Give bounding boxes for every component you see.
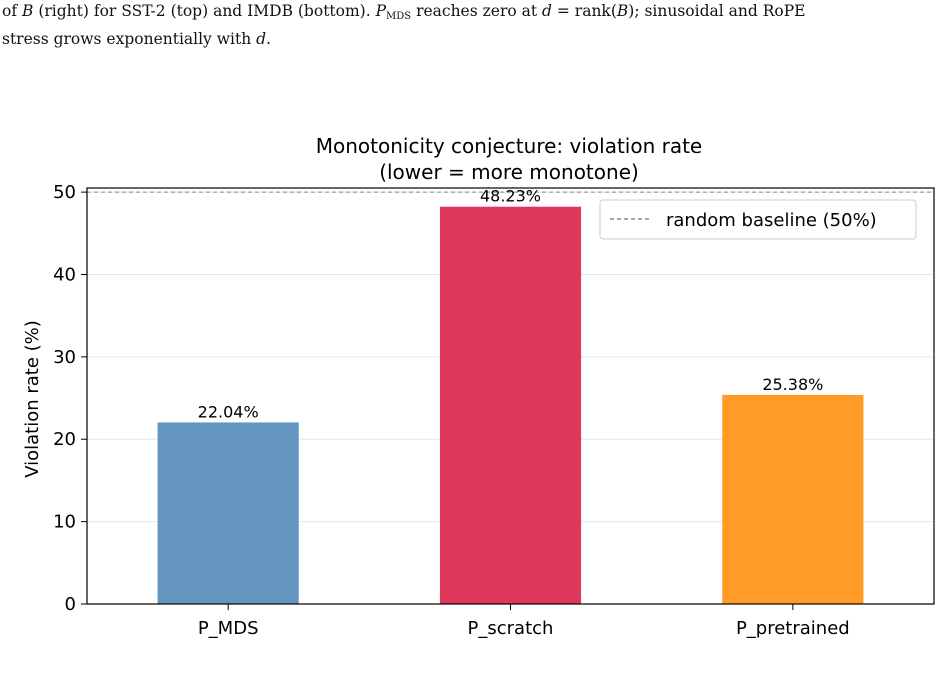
caption-line-2: stress grows exponentially with d. xyxy=(2,30,271,48)
bar-p-mds xyxy=(157,422,299,604)
bar-p-scratch xyxy=(439,206,582,604)
legend-box xyxy=(599,199,917,240)
y-tick-label-20: 20 xyxy=(53,429,76,450)
figure-caption: of B (right) for SST-2 (top) and IMDB (b… xyxy=(2,0,946,50)
bars xyxy=(157,206,864,604)
x-tick-label-p-mds: P_MDS xyxy=(198,618,259,639)
legend-baseline-label: random baseline (50%) xyxy=(666,210,877,231)
value-label-p-pretrained: 25.38% xyxy=(762,375,823,394)
value-label-p-scratch: 48.23% xyxy=(480,187,541,206)
plot-frame xyxy=(86,187,935,605)
y-tick-label-0: 0 xyxy=(65,594,76,615)
y-tick-label-40: 40 xyxy=(53,264,76,285)
y-tick-label-50: 50 xyxy=(53,182,76,203)
y-tick-label-10: 10 xyxy=(53,512,76,533)
bar-p-pretrained xyxy=(722,394,864,604)
axes: 0 10 20 30 40 50 P_MDS P_scratch P_pretrained xyxy=(53,182,935,639)
x-tick-label-p-pretrained: P_pretrained xyxy=(736,618,850,639)
caption-line-1: of B (right) for SST-2 (top) and IMDB (b… xyxy=(2,2,806,22)
y-tick-label-30: 30 xyxy=(53,347,76,368)
chart-subtitle: (lower = more monotone) xyxy=(379,160,639,184)
value-label-p-mds: 22.04% xyxy=(198,402,259,421)
legend: random baseline (50%) xyxy=(599,199,917,240)
value-labels: 22.04% 48.23% 25.38% xyxy=(198,187,824,422)
y-axis-label: Violation rate (%) xyxy=(22,320,43,478)
x-tick-label-p-scratch: P_scratch xyxy=(468,618,554,639)
chart-title: Monotonicity conjecture: violation rate xyxy=(316,134,703,158)
